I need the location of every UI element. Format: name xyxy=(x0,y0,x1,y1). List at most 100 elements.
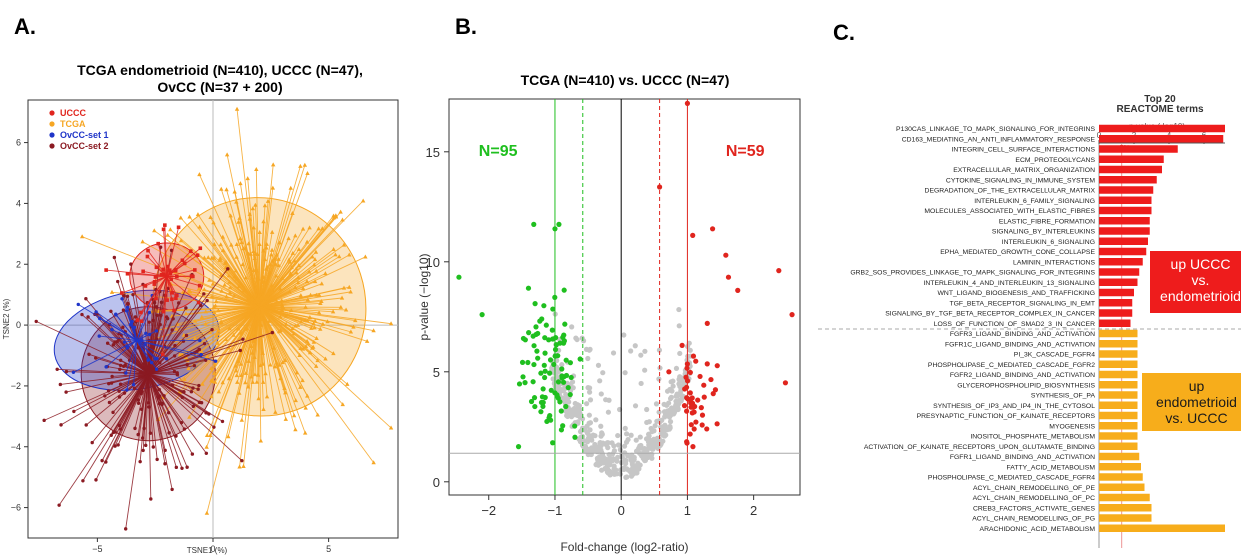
volcano-point-ns xyxy=(619,454,625,460)
tsne-point xyxy=(175,293,179,298)
volcano-point-down xyxy=(555,379,562,385)
tsne-point xyxy=(118,367,122,372)
reactome-group-box xyxy=(1142,373,1241,431)
tsne-spoke xyxy=(258,235,296,308)
tsne-point xyxy=(199,352,203,357)
tsne-point xyxy=(224,187,229,192)
volcano-point-ns xyxy=(587,389,593,395)
tsne-point xyxy=(254,379,260,384)
tsne-spoke xyxy=(254,306,260,358)
tsne-point xyxy=(204,444,209,449)
volcano-point-ns xyxy=(676,401,682,407)
tsne-point xyxy=(303,405,308,410)
volcano-point-down xyxy=(572,434,578,440)
tsne-point xyxy=(204,510,210,515)
reactome-group-label: vs. UCCC xyxy=(1165,410,1227,426)
tsne-spoke xyxy=(133,340,138,385)
tsne-point xyxy=(161,309,166,314)
volcano-point-down xyxy=(547,357,554,363)
tsne-spoke xyxy=(109,324,149,375)
tsne-point xyxy=(153,275,158,279)
tsne-spoke xyxy=(152,306,260,313)
reactome-group-box xyxy=(1150,251,1241,313)
volcano-point-ns xyxy=(593,417,599,423)
volcano-point-down xyxy=(557,399,563,405)
reactome-bar xyxy=(1099,165,1162,174)
tsne-point xyxy=(111,343,115,347)
tsne-point xyxy=(146,401,151,405)
tsne-point xyxy=(218,319,224,324)
volcano-point-ns xyxy=(592,441,598,448)
tsne-point xyxy=(215,331,220,336)
reactome-term-label: P130CAS_LINKAGE_TO_MAPK_SIGNALING_FOR_IN… xyxy=(896,126,1095,133)
volcano-point-down xyxy=(538,370,544,376)
tsne-point xyxy=(149,497,153,501)
volcano-point-up xyxy=(776,268,782,274)
volcano-point-ns xyxy=(642,367,648,373)
tsne-point xyxy=(122,294,126,298)
tsne-spoke xyxy=(166,276,173,293)
panel-label-c: C. xyxy=(833,20,855,45)
tsne-spoke xyxy=(258,306,314,348)
tsne-spoke xyxy=(119,368,149,375)
reactome-term-label: ECM_PROTEOGLYCANS xyxy=(1015,157,1095,164)
reactome-term-label: CYTOKINE_SIGNALING_IN_IMMUNE_SYSTEM xyxy=(946,177,1095,184)
reactome-bar xyxy=(1099,217,1150,225)
tsne-spoke xyxy=(94,314,149,375)
tsne-spoke xyxy=(258,306,317,367)
tsne-point xyxy=(193,268,197,272)
tsne-point xyxy=(154,329,159,333)
volcano-point-down xyxy=(531,395,538,401)
tsne-spoke xyxy=(95,311,137,341)
tsne-point xyxy=(109,433,113,437)
volcano-point-ns xyxy=(563,391,569,397)
reactome-bar xyxy=(1099,483,1145,491)
tsne-point xyxy=(182,261,187,266)
tsne-point xyxy=(315,358,320,363)
tsne-spoke xyxy=(258,306,344,405)
volcano-point-up xyxy=(710,391,716,397)
tsne-point xyxy=(295,322,301,327)
tsne-point xyxy=(290,326,295,331)
volcano-point-ns xyxy=(670,383,676,389)
reactome-term-label: FGFR1_LIGAND_BINDING_AND_ACTIVATION xyxy=(950,454,1095,461)
volcano-point-ns xyxy=(585,355,591,362)
volcano-point-down xyxy=(562,321,568,327)
tsne-point xyxy=(294,270,299,275)
volcano-point-down xyxy=(547,370,553,376)
reactome-bar xyxy=(1099,319,1131,327)
volcano-point-down xyxy=(568,374,574,381)
volcano-point-up xyxy=(690,403,696,410)
tsne-point xyxy=(296,246,302,251)
volcano-point-down xyxy=(530,379,536,385)
volcano-point-down xyxy=(563,372,570,379)
volcano-point-ns xyxy=(666,425,672,431)
reactome-term-label: INOSITOL_PHOSPHATE_METABOLISM xyxy=(970,434,1095,441)
tsne-point xyxy=(117,395,122,399)
tsne-spoke xyxy=(117,373,149,446)
tsne-spoke xyxy=(91,373,149,443)
tsne-point xyxy=(207,277,212,282)
tsne-point xyxy=(107,400,112,405)
tsne-point xyxy=(323,356,328,361)
reactome-bar xyxy=(1099,504,1152,512)
tsne-point xyxy=(318,326,323,331)
volcano-point-ns xyxy=(637,443,643,449)
reactome-bar xyxy=(1099,247,1147,256)
tsne-point xyxy=(206,255,211,260)
tsne-spoke xyxy=(140,276,168,313)
tsne-point xyxy=(238,348,242,353)
tsne-point xyxy=(139,319,144,324)
tsne-point xyxy=(178,215,183,220)
tsne-point xyxy=(113,430,117,434)
volcano-point-down xyxy=(522,380,528,386)
tsne-point xyxy=(252,355,257,360)
tsne-point xyxy=(212,379,218,384)
volcano-point-down xyxy=(551,361,557,368)
volcano-point-ns xyxy=(660,432,666,438)
tsne-point xyxy=(268,362,273,367)
volcano-point-down xyxy=(544,418,550,425)
volcano-point-down xyxy=(542,350,548,356)
volcano-point-ns xyxy=(599,467,605,473)
tsne-point xyxy=(185,465,189,469)
